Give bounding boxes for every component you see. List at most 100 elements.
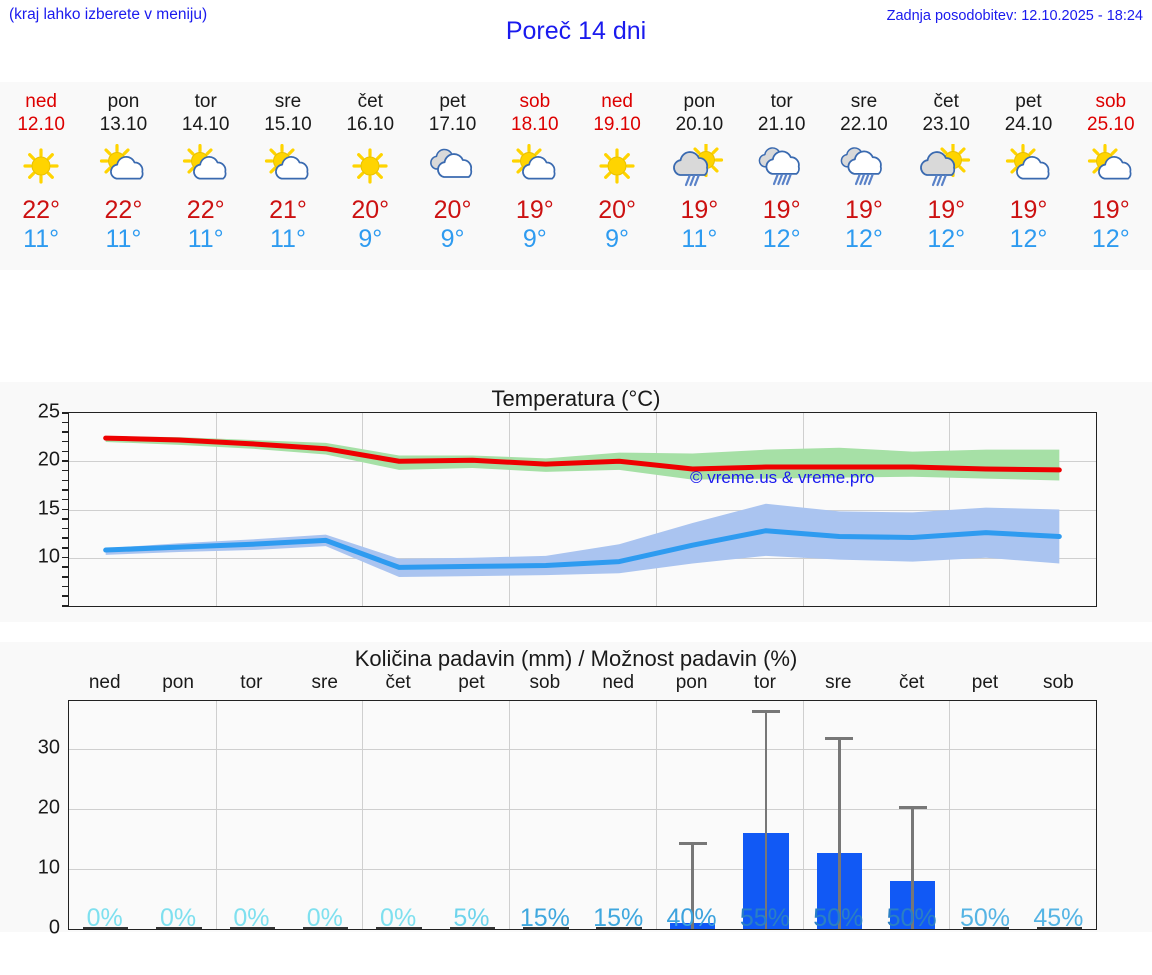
y-axis-tick-label: 25 bbox=[37, 400, 60, 423]
day-date-label: 16.10 bbox=[346, 114, 395, 135]
cloud-rain-icon bbox=[823, 138, 905, 196]
day-of-week-label: sob bbox=[519, 91, 551, 112]
forecast-day-column[interactable]: sre 22.10 19° 12° bbox=[823, 82, 905, 270]
sun-cloud-icon bbox=[987, 138, 1069, 196]
temperature-plot-area bbox=[68, 412, 1097, 607]
precipitation-bar[interactable] bbox=[449, 926, 496, 929]
day-date-label: 23.10 bbox=[922, 114, 970, 135]
y-axis-tick-mark bbox=[62, 489, 68, 491]
precipitation-bar[interactable] bbox=[303, 926, 349, 929]
forecast-day-column[interactable]: ned 19.10 20° 9° bbox=[576, 82, 658, 270]
precipitation-probability-label: 45% bbox=[1033, 904, 1084, 932]
day-of-week-label: pet bbox=[439, 91, 466, 112]
day-date-label: 21.10 bbox=[757, 114, 806, 135]
precipitation-bar[interactable] bbox=[523, 926, 569, 929]
temperature-min-label: 12° bbox=[1009, 225, 1048, 253]
sun-cloud-rain-icon bbox=[905, 138, 987, 196]
sun-icon bbox=[329, 138, 411, 196]
sun-icon bbox=[576, 138, 658, 196]
precipitation-bar[interactable] bbox=[229, 926, 276, 929]
error-bar-cap bbox=[825, 737, 854, 740]
precipitation-day-label: sob bbox=[1043, 672, 1074, 693]
y-axis-tick-mark bbox=[62, 431, 68, 433]
temperature-min-label: 12° bbox=[845, 225, 883, 253]
temperature-series-svg bbox=[103, 435, 1062, 578]
temperature-max-label: 19° bbox=[515, 196, 554, 224]
forecast-strip: ned 12.10 22° 11° pon 13.10 22° 11° tor 14.10 22° 1… bbox=[0, 82, 1152, 270]
day-of-week-label: pet bbox=[1015, 91, 1042, 112]
precipitation-bar[interactable] bbox=[82, 926, 129, 929]
temperature-min-label: 12° bbox=[762, 225, 801, 253]
forecast-day-column[interactable]: tor 21.10 19° 12° bbox=[741, 82, 823, 270]
precipitation-bar[interactable] bbox=[963, 926, 1009, 929]
temperature-band bbox=[105, 503, 1060, 578]
forecast-day-column[interactable]: sre 15.10 21° 11° bbox=[247, 82, 329, 270]
forecast-day-column[interactable]: pet 24.10 19° 12° bbox=[987, 82, 1069, 270]
y-axis-tick-mark bbox=[62, 595, 68, 597]
forecast-day-column[interactable]: tor 14.10 22° 11° bbox=[165, 82, 247, 270]
precipitation-bar[interactable] bbox=[376, 926, 422, 929]
forecast-day-column[interactable]: ned 12.10 22° 11° bbox=[0, 82, 82, 270]
last-updated: Zadnja posodobitev: 12.10.2025 - 18:24 bbox=[886, 8, 1143, 24]
temperature-min-label: 9° bbox=[522, 225, 547, 253]
precipitation-day-label: čet bbox=[385, 672, 411, 693]
forecast-day-column[interactable]: pet 17.10 20° 9° bbox=[411, 82, 493, 270]
forecast-day-column[interactable]: čet 16.10 20° 9° bbox=[329, 82, 411, 270]
temperature-max-label: 20° bbox=[433, 196, 472, 224]
precipitation-day-label: tor bbox=[240, 672, 263, 693]
precipitation-probability-label: 15% bbox=[519, 904, 570, 932]
forecast-day-column[interactable]: čet 23.10 19° 12° bbox=[905, 82, 987, 270]
day-date-label: 22.10 bbox=[840, 114, 888, 135]
y-axis-tick-mark bbox=[62, 412, 68, 414]
precipitation-day-label: pet bbox=[458, 672, 485, 693]
gridline-vertical bbox=[655, 701, 657, 929]
precipitation-day-label: sre bbox=[311, 672, 338, 693]
temperature-max-label: 20° bbox=[598, 196, 637, 224]
sun-cloud-icon bbox=[247, 138, 329, 196]
temperature-max-label: 22° bbox=[104, 196, 143, 224]
forecast-day-column[interactable]: pon 20.10 19° 11° bbox=[658, 82, 740, 270]
precipitation-bar[interactable] bbox=[156, 926, 202, 929]
precipitation-day-label: sob bbox=[529, 672, 561, 693]
precipitation-bar[interactable] bbox=[1036, 926, 1083, 929]
page-title: Poreč 14 dni bbox=[505, 17, 647, 45]
day-of-week-label: ned bbox=[25, 91, 57, 112]
temperature-min-label: 9° bbox=[358, 225, 383, 253]
precipitation-day-label: pet bbox=[971, 672, 999, 693]
temperature-min-label: 11° bbox=[105, 225, 142, 253]
gridline-horizontal bbox=[69, 809, 1096, 810]
precipitation-probability-label: 0% bbox=[159, 904, 197, 932]
day-of-week-label: sre bbox=[274, 91, 302, 112]
forecast-day-column[interactable]: sob 18.10 19° 9° bbox=[494, 82, 576, 270]
precipitation-bar[interactable] bbox=[596, 926, 642, 929]
temperature-chart-section: Temperatura (°C) 10 15 20 25 © vreme.us & v… bbox=[0, 382, 1152, 622]
precipitation-probability-row: 0% 0% 0% 0% 0% 5% 15% 15% 40% 55% 50% 50% 50% 45% bbox=[68, 904, 1095, 933]
gridline-horizontal bbox=[69, 509, 1096, 511]
watermark-label: © vreme.us & vreme.pro bbox=[690, 468, 875, 487]
error-bar-cap bbox=[678, 842, 707, 845]
y-axis-tick-mark bbox=[62, 576, 68, 578]
gridline-horizontal bbox=[69, 869, 1096, 870]
day-date-label: 15.10 bbox=[264, 114, 312, 135]
precipitation-probability-label: 0% bbox=[86, 904, 123, 932]
y-axis-tick-label: 30 bbox=[37, 736, 60, 759]
y-axis-tick-label: 10 bbox=[37, 856, 60, 879]
forecast-day-column[interactable]: pon 13.10 22° 11° bbox=[82, 82, 164, 270]
temperature-chart-title: Temperatura (°C) bbox=[491, 386, 661, 411]
precipitation-day-label: čet bbox=[898, 672, 925, 693]
day-of-week-label: tor bbox=[194, 91, 217, 112]
gridline-vertical bbox=[949, 413, 951, 606]
y-axis-tick-mark bbox=[62, 508, 68, 510]
forecast-day-column[interactable]: sob 25.10 19° 12° bbox=[1070, 82, 1152, 270]
precipitation-day-label: pon bbox=[675, 672, 708, 693]
y-axis-tick-mark bbox=[62, 566, 68, 568]
menu-hint[interactable]: (kraj lahko izberete v meniju) bbox=[9, 6, 208, 23]
precipitation-probability-label: 15% bbox=[593, 904, 644, 932]
sun-icon bbox=[0, 138, 82, 196]
temperature-min-label: 9° bbox=[605, 225, 630, 253]
temperature-max-label: 19° bbox=[762, 196, 801, 224]
sun-cloud-icon bbox=[82, 138, 164, 196]
y-axis-tick-mark bbox=[62, 469, 68, 472]
day-date-label: 17.10 bbox=[428, 114, 477, 135]
y-axis-tick-label: 10 bbox=[37, 545, 60, 568]
